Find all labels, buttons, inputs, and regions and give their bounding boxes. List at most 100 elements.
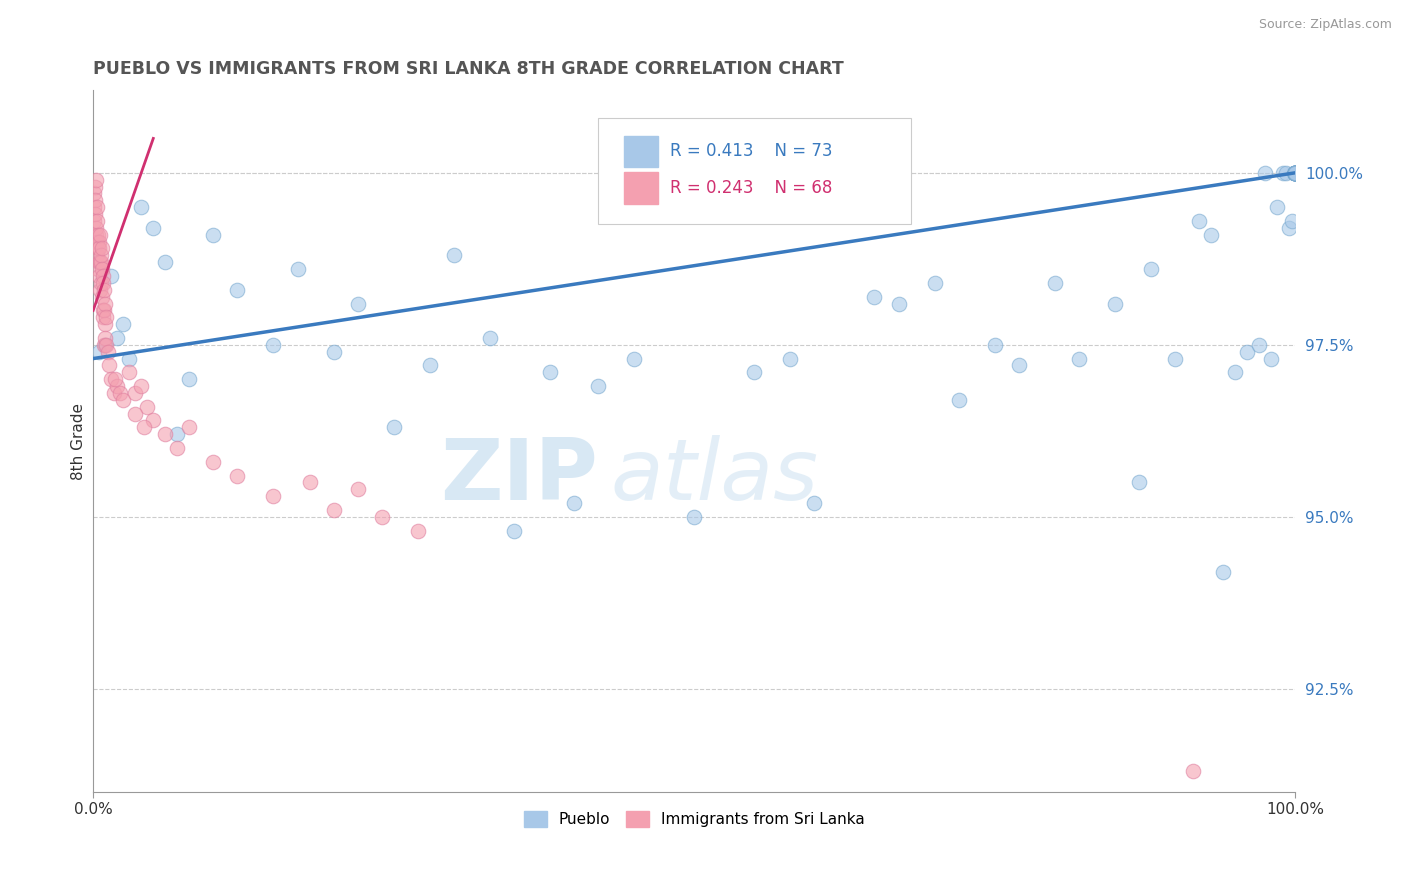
FancyBboxPatch shape [598,119,911,224]
Point [86,200,108,214]
Point [136,400,159,414]
Point [1254,166,1277,180]
Point [104,372,127,386]
Point [166,441,188,455]
Point [1188,214,1211,228]
Point [1223,365,1246,379]
Point [108,386,131,401]
Point [287,262,309,277]
Point [1104,296,1126,310]
Point [346,296,368,310]
Point [502,524,524,538]
Point [93,317,115,331]
Point [83,200,105,214]
Point [803,496,825,510]
Point [91,268,114,283]
Point [346,483,368,497]
Point [105,379,128,393]
Point [97,359,120,373]
Point [1043,276,1066,290]
Point [89,268,111,283]
Point [1272,166,1295,180]
Text: PUEBLO VS IMMIGRANTS FROM SRI LANKA 8TH GRADE CORRELATION CHART: PUEBLO VS IMMIGRANTS FROM SRI LANKA 8TH … [93,60,844,78]
Point [91,242,114,256]
Point [1140,262,1163,277]
Point [132,420,155,434]
Point [370,509,392,524]
Point [1284,166,1306,180]
Text: atlas: atlas [610,434,818,517]
Point [86,214,108,228]
Text: R = 0.413    N = 73: R = 0.413 N = 73 [671,143,832,161]
Point [1284,166,1306,180]
Point [983,338,1005,352]
Point [93,283,115,297]
Point [84,172,107,186]
Point [87,262,110,277]
Point [322,503,344,517]
Point [94,331,117,345]
Point [87,242,110,256]
Point [90,262,112,277]
Point [623,351,645,366]
Point [142,413,165,427]
Point [91,276,114,290]
Point [83,179,105,194]
Point [87,235,110,249]
Point [118,365,141,379]
Point [155,255,177,269]
Point [89,227,111,242]
Point [202,455,225,469]
Point [1282,166,1305,180]
Point [1284,166,1306,180]
Point [443,248,465,262]
Point [1164,351,1187,366]
Point [84,207,107,221]
Point [322,344,344,359]
Point [94,296,117,310]
Point [96,338,118,352]
Point [1008,359,1031,373]
Point [1236,344,1258,359]
Point [112,392,135,407]
Point [129,379,152,393]
Legend: Pueblo, Immigrants from Sri Lanka: Pueblo, Immigrants from Sri Lanka [517,805,870,833]
Point [1284,166,1306,180]
Point [226,468,249,483]
Point [93,310,115,325]
Point [179,420,201,434]
Point [1284,166,1306,180]
Point [406,524,429,538]
Point [1128,475,1150,490]
Point [742,365,765,379]
Point [419,359,441,373]
Point [1284,166,1306,180]
Point [87,255,110,269]
Point [1067,351,1090,366]
Text: ZIP: ZIP [440,434,598,517]
Point [1284,166,1306,180]
Point [263,489,285,503]
Point [179,372,201,386]
Point [1281,214,1303,228]
Text: Source: ZipAtlas.com: Source: ZipAtlas.com [1258,18,1392,31]
Point [166,427,188,442]
Point [683,509,706,524]
Point [1284,166,1306,180]
Point [1278,220,1301,235]
Point [1274,166,1296,180]
Point [103,386,125,401]
Point [1284,166,1306,180]
Point [86,235,108,249]
Point [93,338,115,352]
Point [1265,200,1288,214]
Point [100,372,122,386]
Point [112,317,135,331]
Point [924,276,946,290]
Point [91,290,114,304]
Bar [624,136,658,168]
Point [100,268,122,283]
Point [948,392,970,407]
Point [83,186,105,201]
Bar [624,172,658,204]
